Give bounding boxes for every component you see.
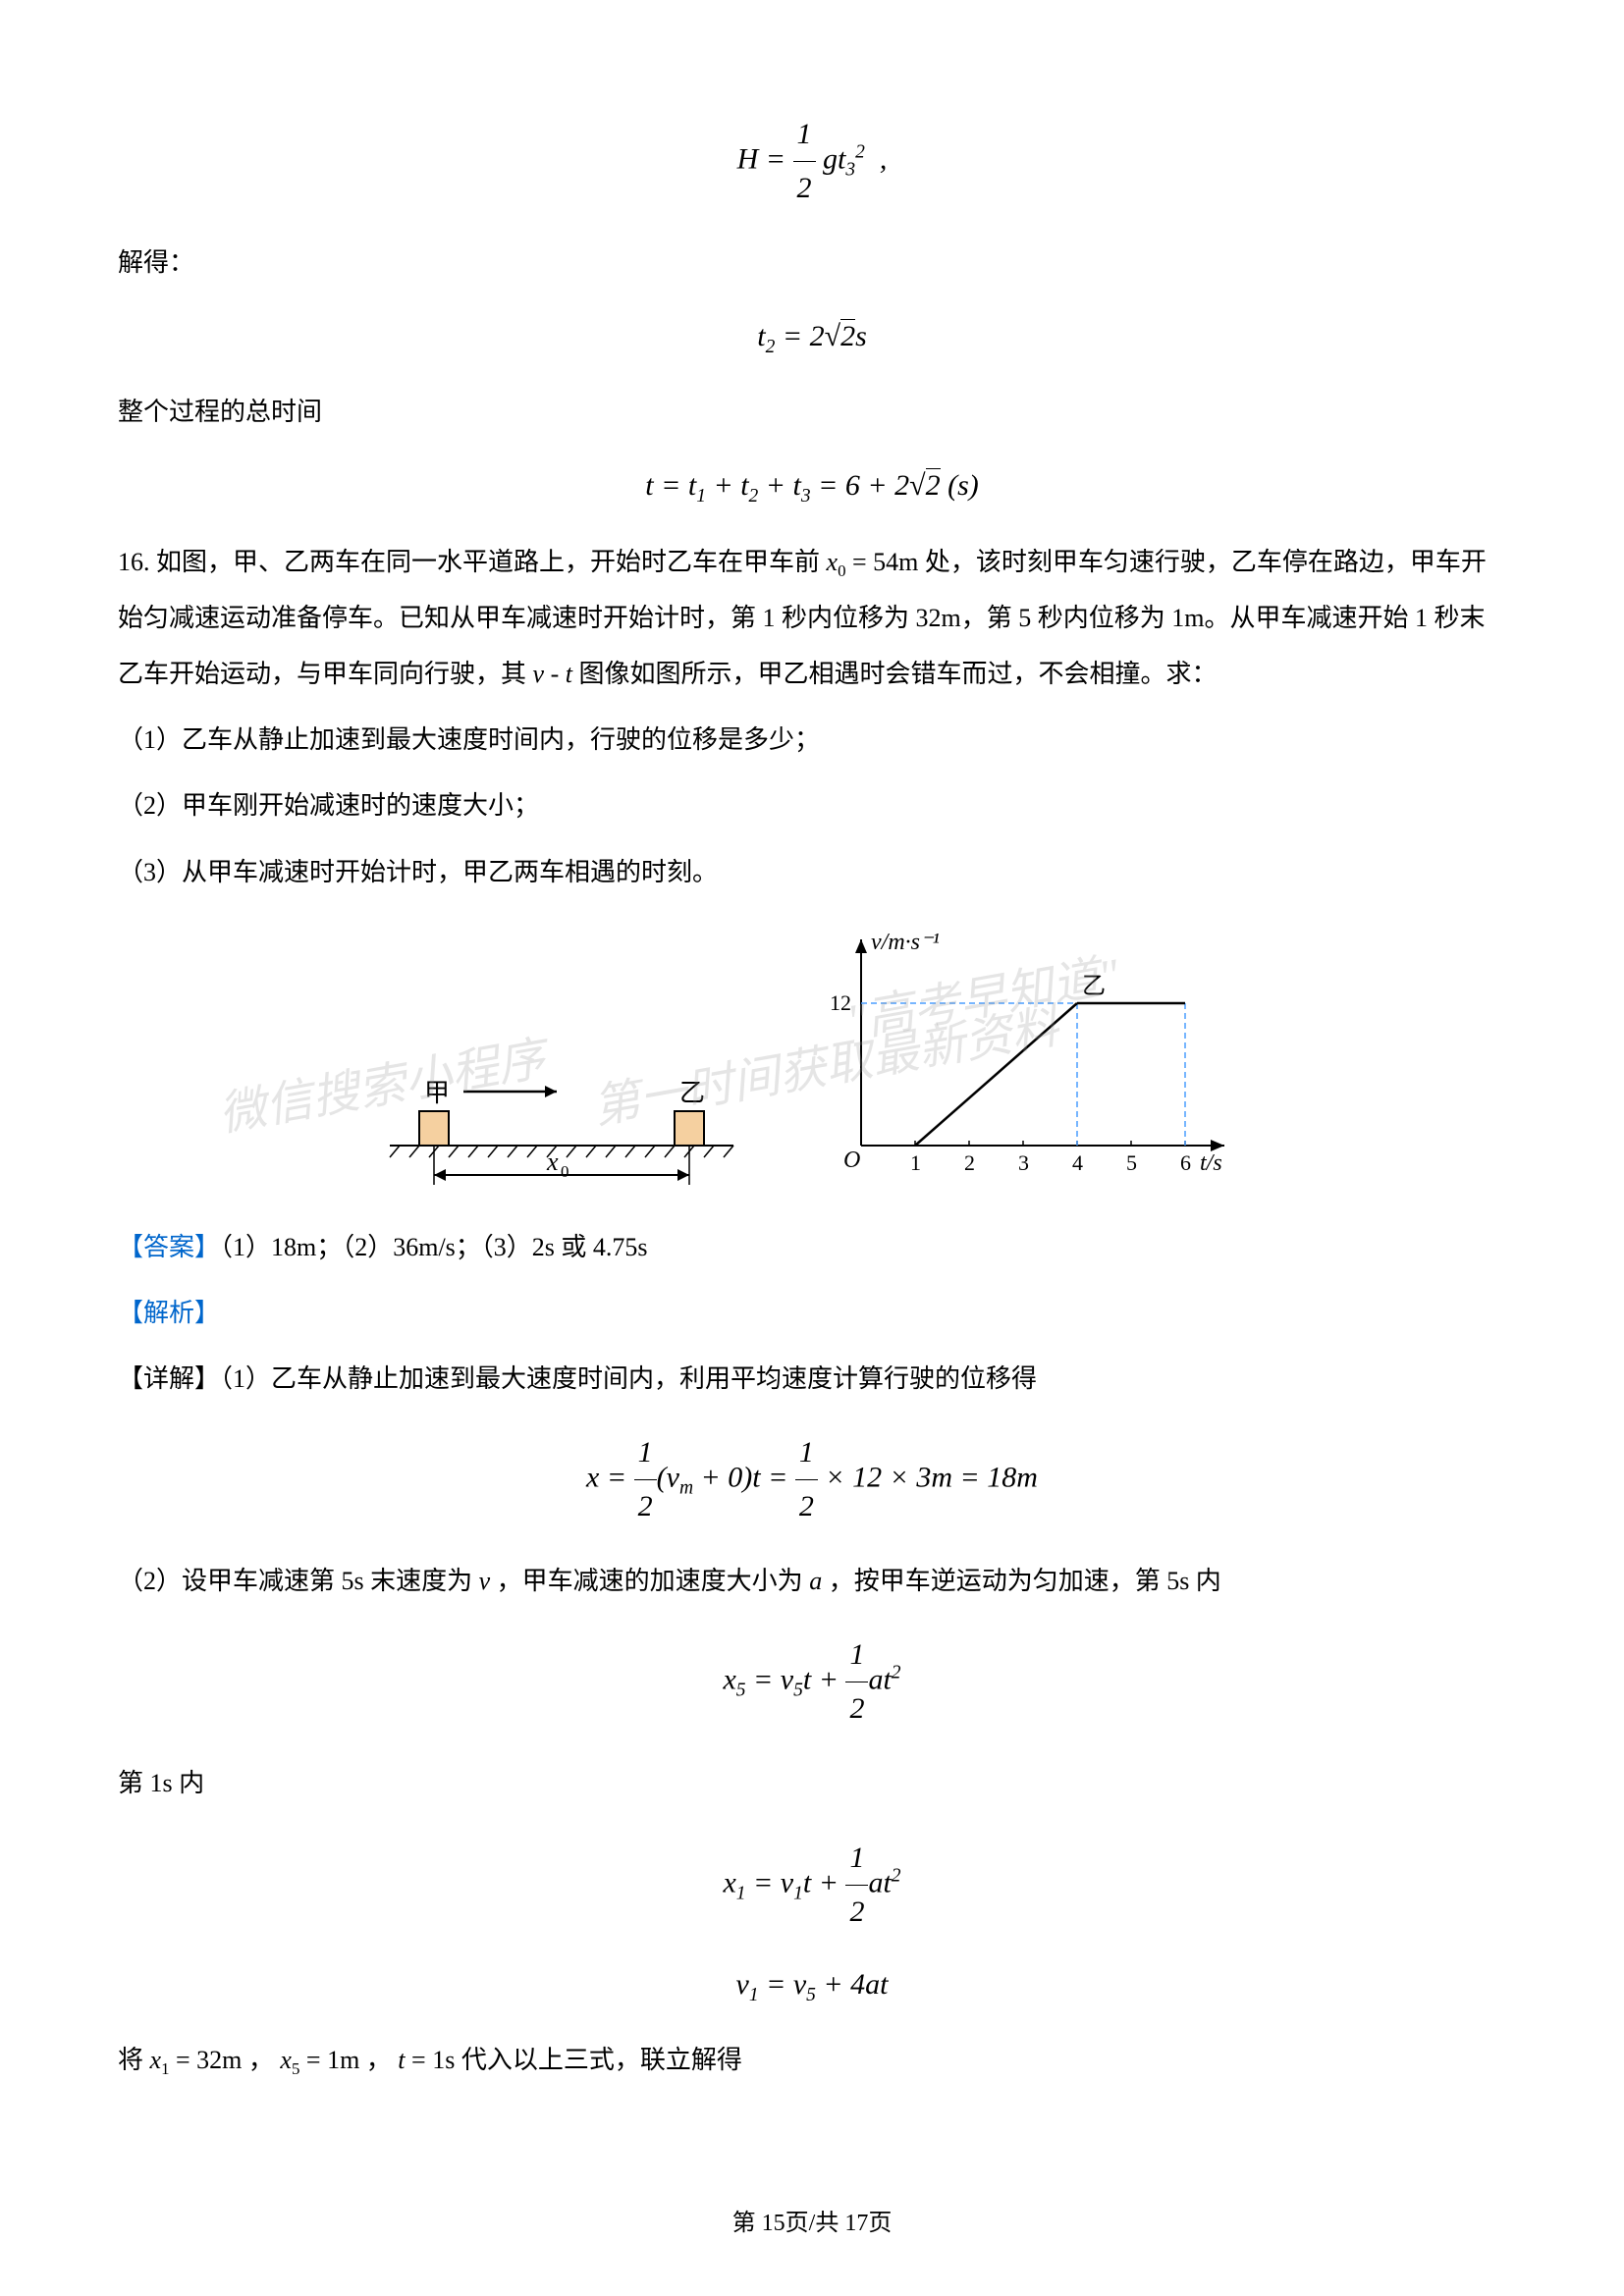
equation-x5: x5 = v5t + 12at2 <box>118 1629 1506 1735</box>
q16-intro: 16. 如图，甲、乙两车在同一水平道路上，开始时乙车在甲车前 x0 = 54m … <box>118 534 1506 703</box>
detail-p3: 第 1s 内 <box>118 1755 1506 1811</box>
equation-t2: t2 = 2√2s <box>118 310 1506 364</box>
page-footer: 第 15页/共 17页 <box>0 2203 1624 2237</box>
svg-text:0: 0 <box>561 1162 569 1181</box>
svg-text:2: 2 <box>964 1150 975 1175</box>
x-axis-label: t/s <box>1200 1150 1222 1176</box>
equation-x1: x1 = v1t + 12at2 <box>118 1832 1506 1939</box>
svg-text:5: 5 <box>1126 1150 1137 1175</box>
svg-text:4: 4 <box>1072 1150 1083 1175</box>
answer-line: 【答案】（1）18m；（2）36m/s；（3）2s 或 4.75s <box>118 1219 1506 1275</box>
x0-label: x <box>546 1148 559 1176</box>
q16-part2: （2）甲车刚开始减速时的速度大小； <box>118 777 1506 833</box>
detail-p2: （2）设甲车减速第 5s 末速度为 v ，甲车减速的加速度大小为 a ，按甲车逆… <box>118 1553 1506 1609</box>
equation-t-total: t = t1 + t2 + t3 = 6 + 2√2 (s) <box>118 459 1506 513</box>
origin-label: O <box>843 1148 860 1173</box>
detail-p1: 【详解】（1）乙车从静止加速到最大速度时间内，利用平均速度计算行驶的位移得 <box>118 1351 1506 1407</box>
car-jia-label: 甲 <box>424 1079 450 1107</box>
graph-yi-label: 乙 <box>1082 974 1106 999</box>
analysis-label: 【解析】 <box>118 1299 220 1327</box>
analysis-line: 【解析】 <box>118 1285 1506 1341</box>
total-time-label: 整个过程的总时间 <box>118 384 1506 440</box>
vt-graph-svg: 甲 乙 x 0 O v/m·s⁻¹ t/s 1 <box>370 920 1254 1195</box>
y-tick-12: 12 <box>830 990 851 1015</box>
solve-label: 解得： <box>118 235 1506 291</box>
q16-part1: （1）乙车从静止加速到最大速度时间内，行驶的位移是多少； <box>118 712 1506 768</box>
answer-label: 【答案】 <box>118 1233 220 1261</box>
car-yi-label: 乙 <box>679 1079 705 1107</box>
y-axis-label: v/m·s⁻¹ <box>871 930 940 955</box>
equation-v1: v1 = v5 + 4at <box>118 1958 1506 2012</box>
equation-x-avg: x = 12(vm + 0)t = 12 × 12 × 3m = 18m <box>118 1426 1506 1533</box>
detail-p4: 将 x1 = 32m ， x5 = 1m ， t = 1s 代入以上三式，联立解… <box>118 2032 1506 2088</box>
answer-text: （1）18m；（2）36m/s；（3）2s 或 4.75s <box>220 1233 648 1261</box>
svg-text:1: 1 <box>910 1150 921 1175</box>
detail-label: 【详解】 <box>118 1364 220 1393</box>
figure-diagram: 甲 乙 x 0 O v/m·s⁻¹ t/s 1 <box>118 920 1506 1200</box>
svg-text:3: 3 <box>1018 1150 1029 1175</box>
equation-h: H = 12 gt32 , <box>118 108 1506 215</box>
q16-part3: （3）从甲车减速时开始计时，甲乙两车相遇的时刻。 <box>118 844 1506 900</box>
svg-text:6: 6 <box>1180 1150 1191 1175</box>
